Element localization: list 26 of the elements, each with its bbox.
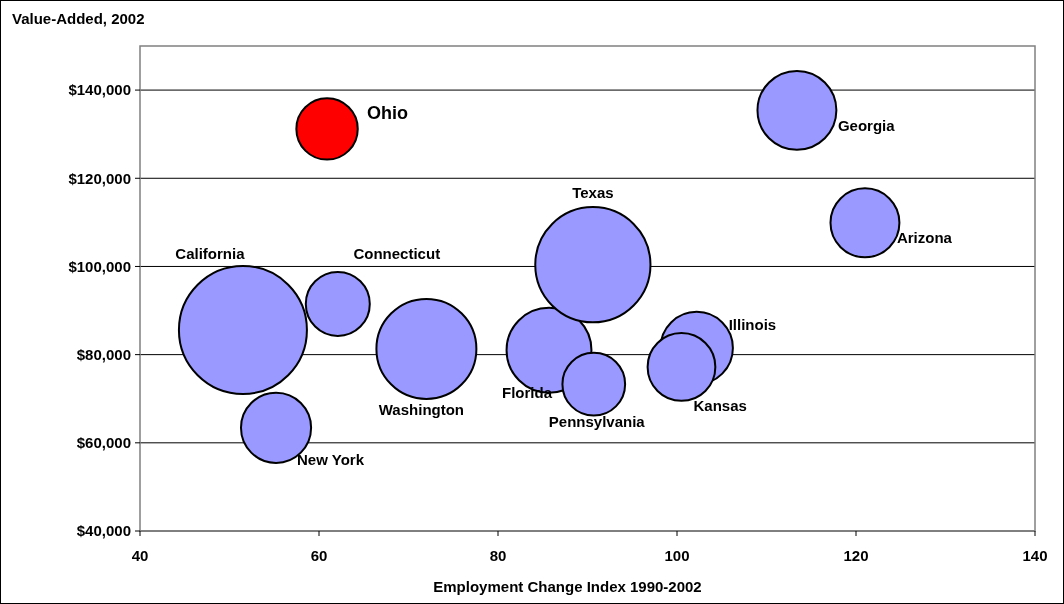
series-label: Kansas: [693, 396, 747, 414]
y-tick-label: $80,000: [76, 345, 131, 363]
x-tick-label: 80: [489, 547, 507, 564]
series-label: New York: [297, 450, 365, 468]
chart-title: Value-Added, 2002: [12, 10, 145, 27]
y-tick-label: $140,000: [68, 81, 131, 99]
x-tick-label: 60: [310, 547, 328, 564]
y-tick-label: $60,000: [76, 434, 131, 452]
series-label: Texas: [572, 183, 614, 201]
y-tick-label: $120,000: [68, 169, 131, 187]
x-axis-title: Employment Change Index 1990-2002: [433, 578, 702, 595]
y-tick-label: $100,000: [68, 257, 131, 275]
series-label: Illinois: [728, 316, 777, 334]
series-label: Ohio: [367, 102, 409, 123]
x-tick-label: 100: [664, 547, 690, 564]
series-label: Washington: [378, 400, 465, 418]
series-label: Georgia: [837, 117, 896, 135]
series-label: Florida: [502, 384, 553, 402]
x-tick-label: 40: [131, 547, 149, 564]
series-label: Arizona: [896, 228, 953, 246]
y-tick-label: $40,000: [76, 522, 131, 540]
series-label: Pennsylvania: [548, 413, 646, 431]
x-tick-label: 120: [843, 547, 869, 564]
x-tick-label: 140: [1022, 547, 1048, 564]
series-label: California: [175, 244, 246, 262]
series-label: Connecticut: [353, 244, 441, 262]
